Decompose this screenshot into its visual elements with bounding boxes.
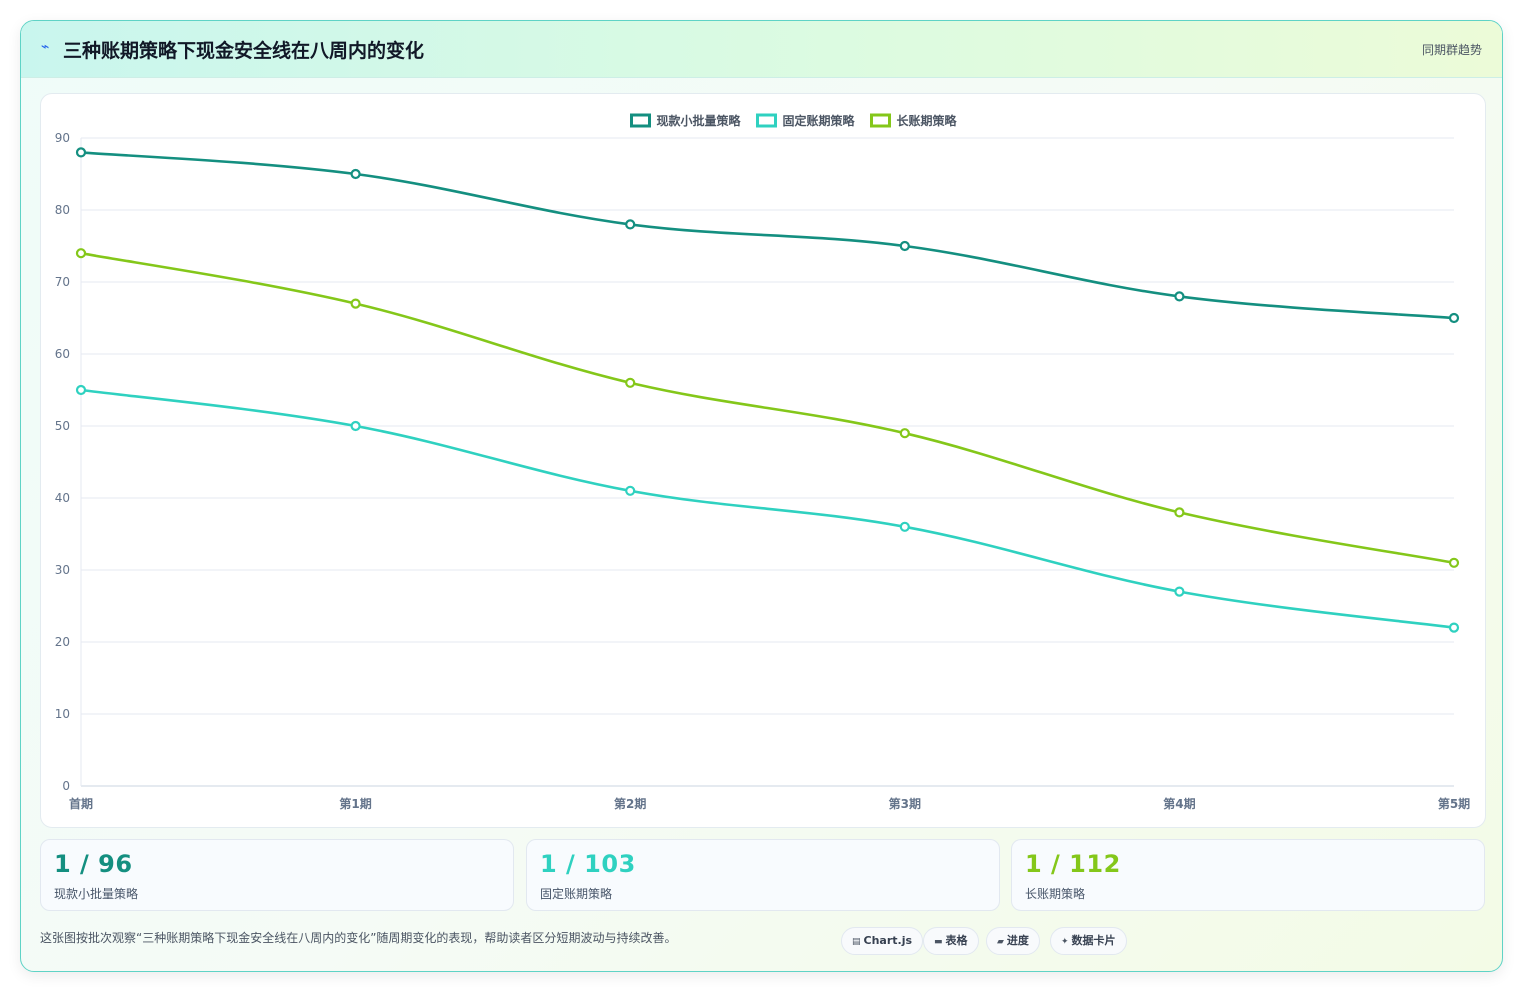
y-tick-label: 40: [55, 491, 70, 505]
data-point: [350, 168, 361, 180]
x-tick-label: 第1期: [339, 796, 371, 811]
chart-panel: 0 10 20 30 40 50 60 70 80 90 首期 第1期 第2期 第3期 第4期 第5期 现款小批…: [40, 93, 1486, 828]
series-line: [80, 151, 1455, 320]
dashboard-card: ⌁ 三种账期策略下现金安全线在八周内的变化 同期群趋势 0 10 20 30 40 50 6…: [20, 20, 1503, 972]
x-tick-label: 第3期: [889, 796, 921, 811]
data-point: [899, 428, 910, 439]
data-point: [1448, 312, 1460, 324]
data-point: [1448, 622, 1460, 633]
data-point: [625, 485, 636, 496]
legend-swatch: [756, 113, 777, 128]
stat-card-cash-small-batch: 1 / 96 现款小批量策略: [40, 839, 514, 911]
stat-label: 长账期策略: [1025, 887, 1086, 901]
lightning-icon: ⌁: [41, 39, 50, 55]
chip-chartjs[interactable]: ▤ Chart.js: [841, 927, 924, 955]
table-icon: ▬: [934, 937, 943, 947]
x-tick-label: 第2期: [614, 796, 646, 811]
legend-label: 现款小批量策略: [657, 113, 742, 128]
y-tick-label: 70: [55, 275, 70, 289]
x-tick-label: 第5期: [1438, 796, 1470, 811]
stat-label: 固定账期策略: [540, 887, 613, 901]
stat-value: 1 / 103: [540, 850, 636, 878]
x-tick-label: 第4期: [1163, 796, 1195, 811]
stat-label: 现款小批量策略: [54, 887, 139, 901]
chip-label: Chart.js: [863, 934, 913, 947]
legend-label: 长账期策略: [897, 113, 958, 128]
data-point: [625, 219, 636, 230]
progress-icon: ▰: [997, 937, 1004, 947]
y-tick-label: 80: [55, 203, 70, 217]
chip-progress[interactable]: ▰ 进度: [986, 927, 1040, 955]
data-point: [1174, 507, 1185, 518]
chip-label: 表格: [945, 934, 968, 947]
chart-icon: ▤: [852, 937, 861, 947]
y-tick-label: 10: [55, 707, 70, 721]
data-point: [1448, 557, 1460, 568]
chip-table[interactable]: ▬ 表格: [923, 927, 979, 955]
data-point: [75, 384, 87, 396]
y-tick-label: 30: [55, 563, 70, 577]
y-tick-label: 50: [55, 419, 70, 433]
y-tick-label: 90: [55, 131, 70, 145]
chip-label: 进度: [1006, 934, 1029, 947]
data-point: [75, 147, 87, 158]
data-point: [1174, 586, 1185, 597]
data-point: [1174, 291, 1185, 302]
stat-value: 1 / 112: [1025, 850, 1121, 878]
series-line: [80, 251, 1455, 565]
data-point: [75, 248, 87, 259]
sparkle-icon: ✦: [1061, 937, 1069, 947]
data-point: [899, 521, 910, 532]
y-tick-label: 60: [55, 347, 70, 361]
cohort-trend-tag: 同期群趋势: [1421, 43, 1482, 57]
legend-swatch: [870, 113, 891, 128]
line-chart: 0 10 20 30 40 50 60 70 80 90 首期 第1期 第2期 第3期 第4期 第5期 现款小批…: [55, 113, 1470, 811]
y-tick-label: 20: [55, 635, 70, 649]
data-point: [899, 240, 910, 252]
chip-label: 数据卡片: [1071, 934, 1116, 947]
footer-note: 这张图按批次观察“三种账期策略下现金安全线在八周内的变化”随周期变化的表现，帮助…: [40, 931, 677, 945]
stat-card-long-term: 1 / 112 长账期策略: [1011, 839, 1485, 911]
y-tick-label: 0: [62, 779, 70, 793]
chart-title: 三种账期策略下现金安全线在八周内的变化: [63, 40, 425, 62]
x-tick-label: 首期: [69, 796, 93, 811]
legend-swatch: [630, 113, 651, 128]
data-point: [625, 377, 636, 388]
series-line: [80, 388, 1455, 629]
data-point: [350, 298, 361, 309]
legend-label: 固定账期策略: [783, 113, 856, 128]
chip-data-card[interactable]: ✦ 数据卡片: [1050, 927, 1127, 955]
stat-card-fixed-term: 1 / 103 固定账期策略: [526, 839, 1000, 911]
data-point: [350, 420, 361, 432]
card-header: ⌁ 三种账期策略下现金安全线在八周内的变化 同期群趋势: [21, 21, 1502, 78]
stat-value: 1 / 96: [54, 850, 133, 878]
